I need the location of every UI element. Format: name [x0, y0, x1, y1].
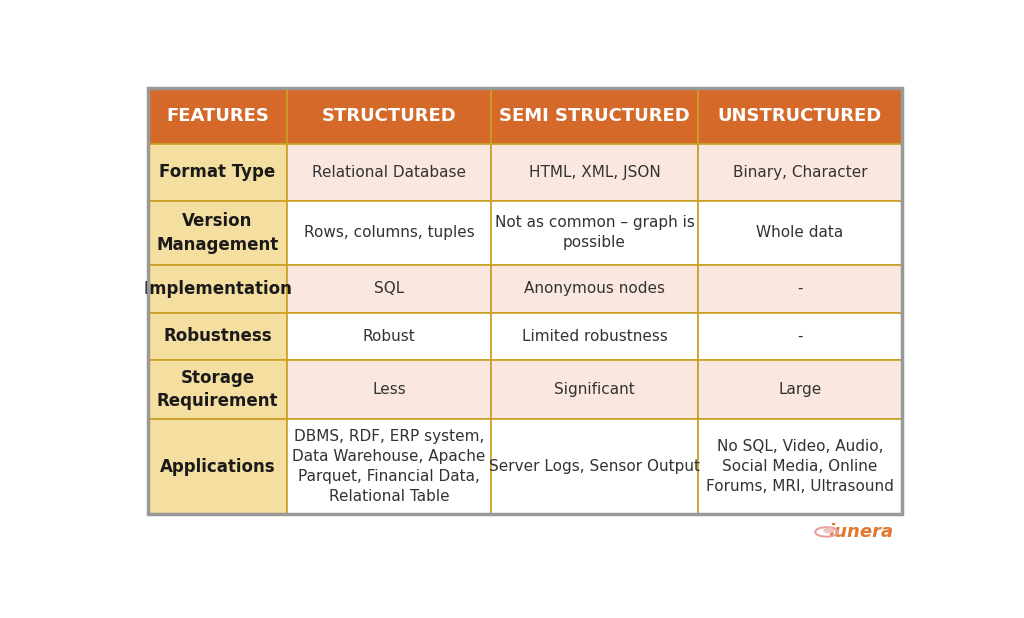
Bar [490, 313, 698, 360]
Text: DBMS, RDF, ERP system,
Data Warehouse, Apache
Parquet, Financial Data,
Relationa: DBMS, RDF, ERP system, Data Warehouse, A… [293, 430, 485, 504]
Bar [147, 88, 902, 514]
Text: Storage
Requirement: Storage Requirement [157, 369, 279, 410]
Text: Relational Database: Relational Database [312, 165, 466, 180]
Bar [147, 88, 288, 145]
Text: Limited robustness: Limited robustness [521, 329, 668, 344]
Text: Anonymous nodes: Anonymous nodes [524, 281, 665, 296]
Bar [288, 200, 490, 265]
Text: Format Type: Format Type [160, 164, 275, 182]
Bar [147, 145, 288, 200]
Text: -: - [798, 281, 803, 296]
Text: HTML, XML, JSON: HTML, XML, JSON [528, 165, 660, 180]
Bar [698, 200, 902, 265]
Text: No SQL, Video, Audio,
Social Media, Online
Forums, MRI, Ultrasound: No SQL, Video, Audio, Social Media, Onli… [706, 439, 894, 494]
Bar [490, 419, 698, 514]
Text: Version
Management: Version Management [157, 212, 279, 253]
Text: Robustness: Robustness [163, 328, 272, 345]
Text: Not as common – graph is
possible: Not as common – graph is possible [495, 215, 694, 250]
Bar [147, 200, 288, 265]
Bar [698, 360, 902, 419]
Text: Large: Large [778, 382, 821, 397]
Bar [288, 88, 490, 145]
Text: Rows, columns, tuples: Rows, columns, tuples [304, 225, 474, 240]
Text: Whole data: Whole data [757, 225, 844, 240]
Text: Applications: Applications [160, 458, 275, 476]
Text: Binary, Character: Binary, Character [732, 165, 867, 180]
Bar [698, 265, 902, 313]
Text: UNSTRUCTURED: UNSTRUCTURED [718, 108, 882, 125]
Text: Implementation: Implementation [143, 280, 292, 298]
Bar [147, 265, 288, 313]
Bar [147, 419, 288, 514]
Bar [490, 265, 698, 313]
Text: Significant: Significant [554, 382, 635, 397]
Bar [288, 360, 490, 419]
Bar [490, 145, 698, 200]
Bar [490, 200, 698, 265]
Bar [490, 360, 698, 419]
Bar [698, 88, 902, 145]
Text: -: - [798, 329, 803, 344]
Bar [490, 88, 698, 145]
Text: STRUCTURED: STRUCTURED [322, 108, 457, 125]
Text: SQL: SQL [374, 281, 404, 296]
Bar [147, 313, 288, 360]
Text: Robust: Robust [362, 329, 416, 344]
Bar [147, 360, 288, 419]
Bar [288, 265, 490, 313]
Bar [288, 145, 490, 200]
Text: FEATURES: FEATURES [166, 108, 269, 125]
Text: Server Logs, Sensor Output: Server Logs, Sensor Output [489, 459, 700, 474]
Text: SEMI STRUCTURED: SEMI STRUCTURED [499, 108, 690, 125]
Bar [698, 313, 902, 360]
Ellipse shape [823, 528, 835, 533]
Bar [698, 145, 902, 200]
Text: Less: Less [372, 382, 406, 397]
Bar [698, 419, 902, 514]
Bar [288, 313, 490, 360]
Bar [288, 419, 490, 514]
Text: iunera: iunera [828, 523, 894, 541]
